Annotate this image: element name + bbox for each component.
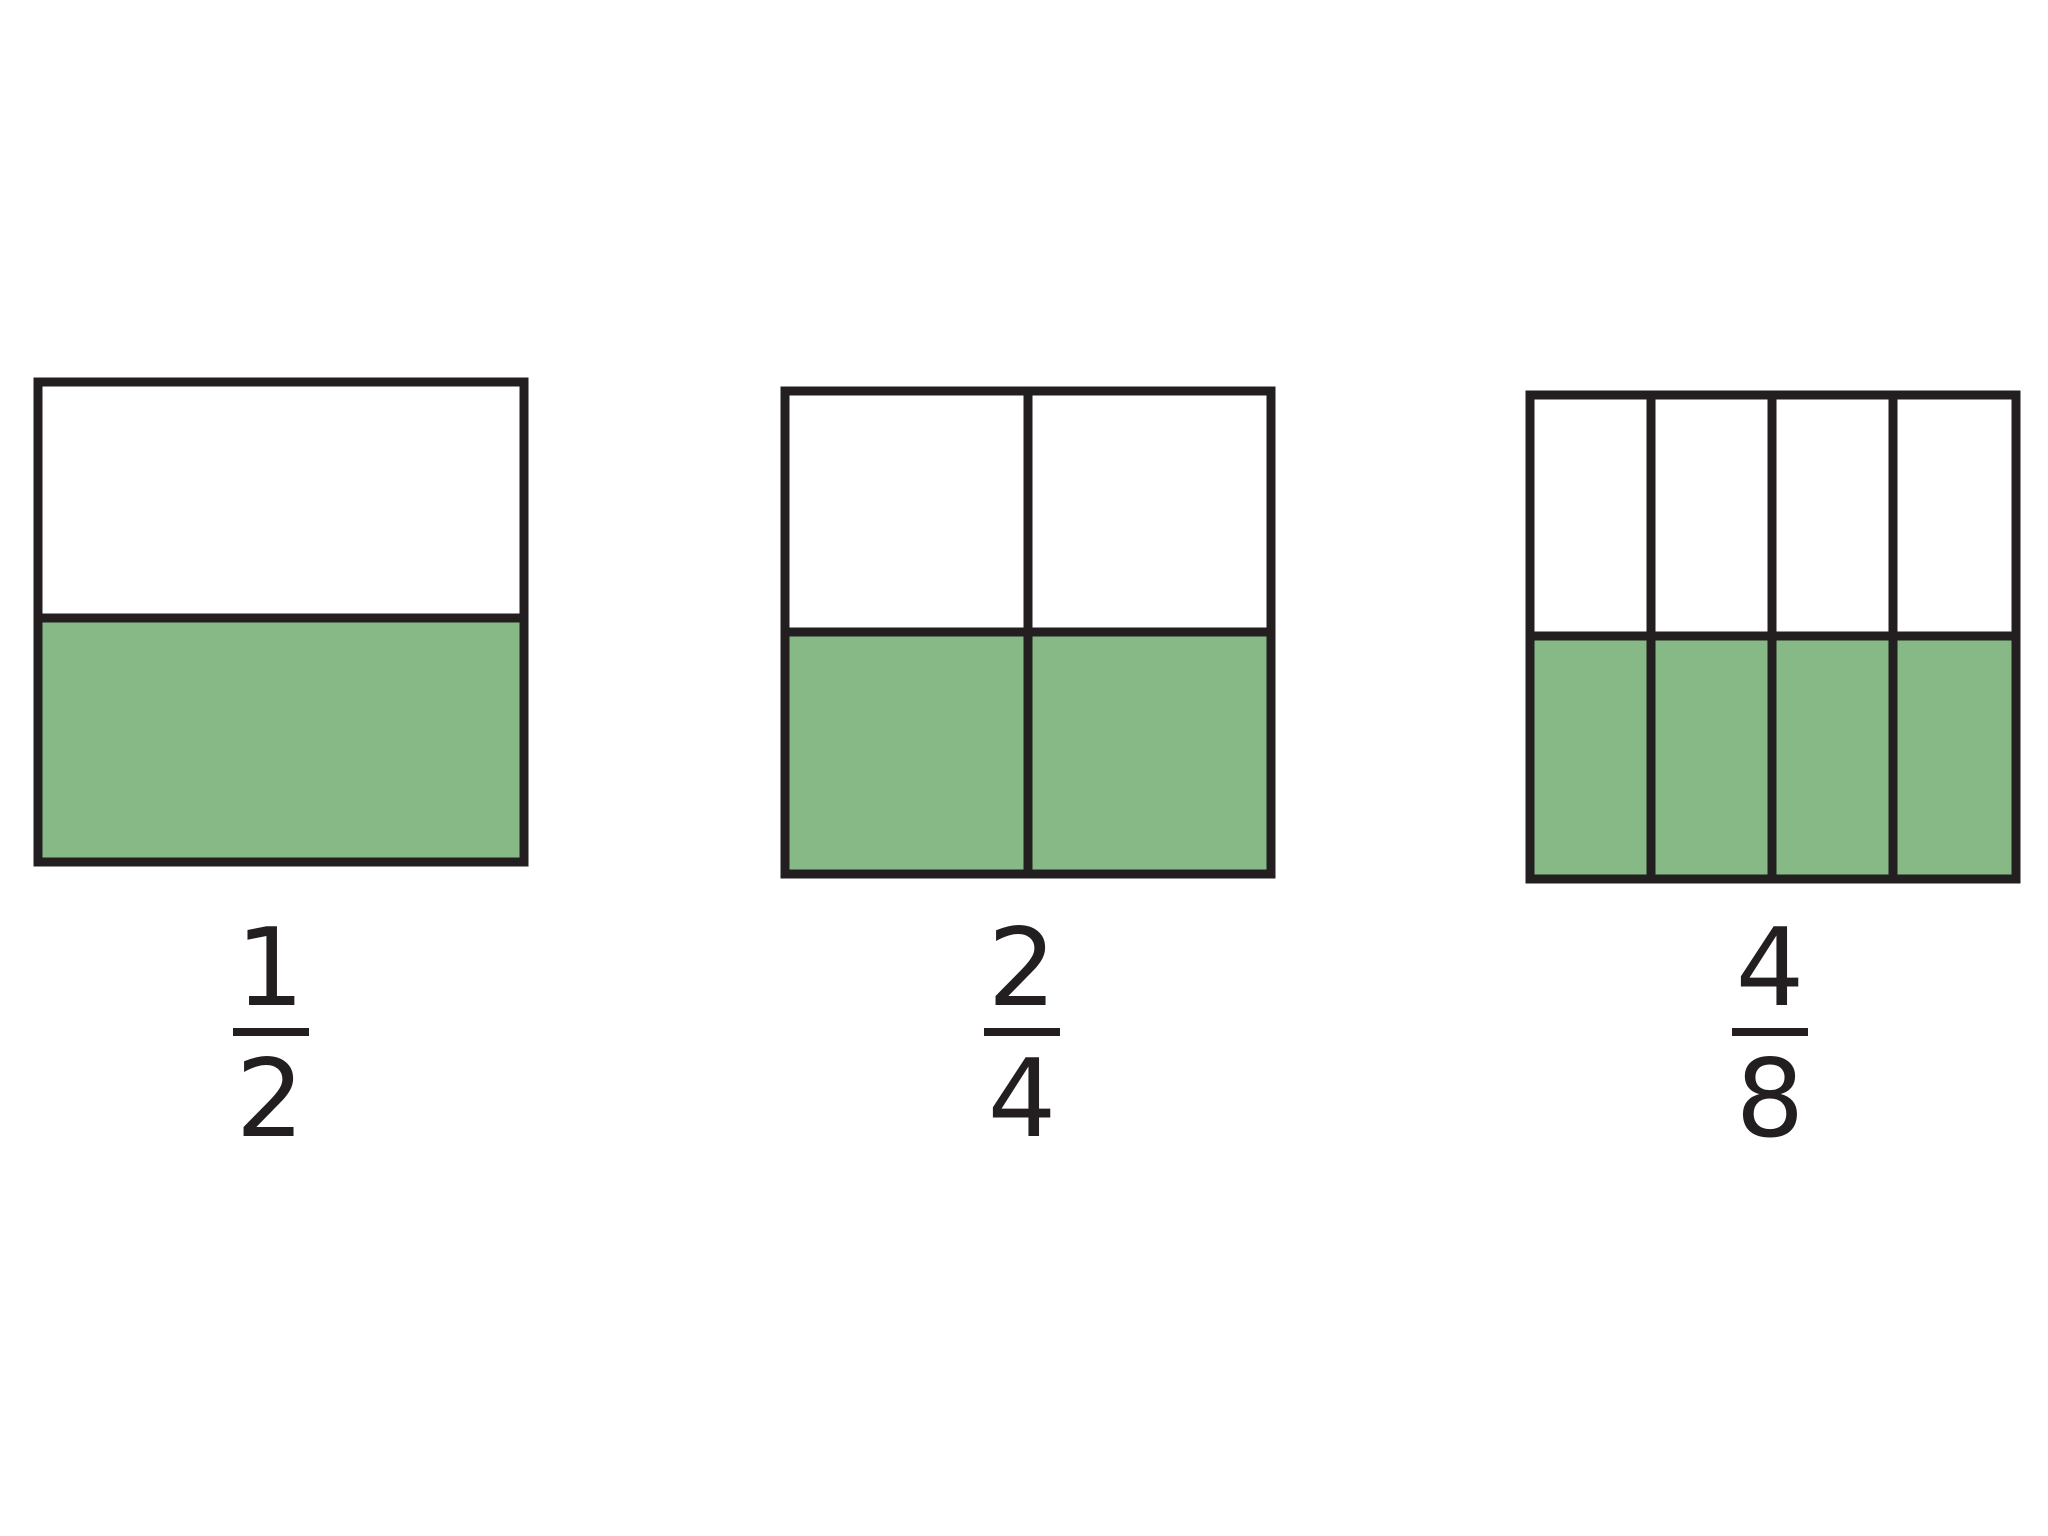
fraction-model-2: 2 4 (780, 386, 1276, 1162)
model-3-outline (1525, 390, 2021, 884)
model-2-outline (780, 386, 1276, 879)
fraction-model-3: 4 8 (1525, 390, 2021, 1162)
fraction-1-bar (233, 1028, 309, 1036)
fraction-2-bar (984, 1028, 1060, 1036)
fraction-3-numerator: 4 (1736, 906, 1805, 1031)
fraction-1-denominator: 2 (236, 1037, 305, 1162)
fraction-label-1: 1 2 (233, 906, 309, 1162)
fraction-3-denominator: 8 (1736, 1037, 1805, 1162)
fraction-label-2: 2 4 (984, 906, 1060, 1162)
fraction-3-bar (1732, 1028, 1808, 1036)
fraction-2-numerator: 2 (988, 906, 1057, 1031)
fraction-2-denominator: 4 (988, 1037, 1057, 1162)
fraction-label-3: 4 8 (1732, 906, 1808, 1162)
model-1-outline (33, 377, 529, 867)
fraction-model-1: 1 2 (33, 377, 529, 1162)
model-1-shaded-region (38, 618, 524, 862)
model-1-top-region (38, 382, 524, 618)
fraction-1-numerator: 1 (236, 906, 305, 1031)
